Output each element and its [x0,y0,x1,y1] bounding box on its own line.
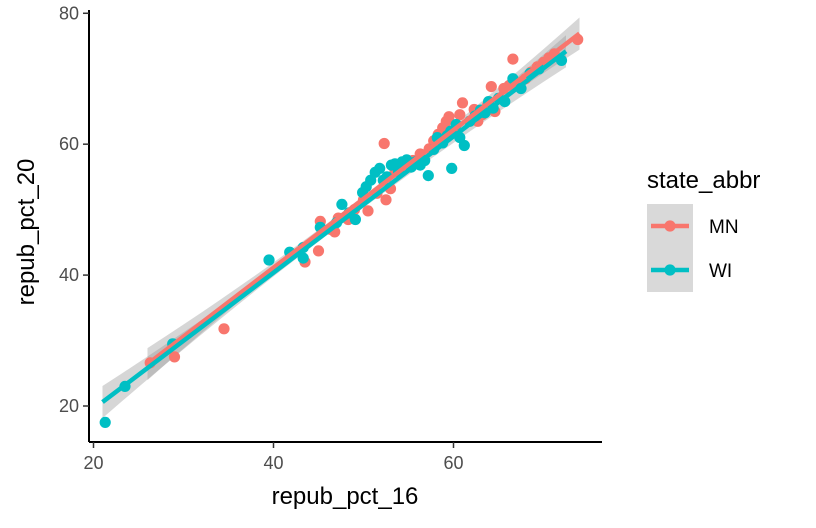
data-point-mn [456,97,469,109]
legend-entries: MN WI [647,204,739,292]
legend-label-mn: MN [709,217,739,238]
x-axis-title: repub_pct_16 [272,483,419,510]
fit-line-wi [101,49,568,404]
data-layer [99,17,584,428]
legend-key-point [664,264,676,276]
data-point-mn [312,245,325,257]
data-point-wi [349,213,361,226]
fit-line-mn [146,31,581,366]
data-point-wi [99,416,111,428]
legend-title: state_abbr [647,167,760,194]
x-tick-label: 40 [263,453,283,473]
series-wi-points [99,54,568,428]
data-point-wi [336,198,348,210]
axes-layer: 20 40 60 20 40 60 80 [59,3,602,473]
y-tick-label: 20 [59,396,79,416]
data-point-wi [422,170,434,182]
data-point-mn [507,53,519,65]
x-tick-label: 60 [443,453,463,473]
data-point-mn [485,81,497,93]
y-tick-label: 80 [59,3,79,23]
legend-key-point [664,220,676,232]
data-point-mn [168,351,181,363]
data-point-wi [446,162,458,174]
legend-label-wi: WI [709,261,732,282]
data-point-wi [297,252,309,264]
data-point-mn [443,111,455,123]
legend-entry-wi: WI [647,248,732,292]
y-tick-label: 40 [59,265,79,285]
data-point-wi [458,139,470,152]
data-point-wi [263,254,275,266]
x-tick-label: 20 [83,453,103,473]
y-axis-title: repub_pct_20 [13,159,40,306]
data-point-mn [454,109,466,121]
data-point-mn [378,137,390,150]
data-point-wi [374,162,386,174]
data-point-mn [362,205,374,217]
data-point-mn [380,194,392,206]
legend-entry-mn: MN [647,204,739,248]
y-tick-label: 60 [59,134,79,154]
data-point-mn [218,323,230,335]
legend: state_abbr MN WI [647,167,760,292]
